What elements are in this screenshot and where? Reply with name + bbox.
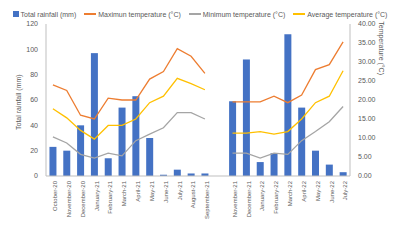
svg-text:March-22: March-22 bbox=[287, 180, 293, 206]
svg-text:Temperature (°C): Temperature (°C) bbox=[377, 21, 385, 75]
svg-text:February-21: February-21 bbox=[107, 180, 113, 213]
svg-text:October-20: October-20 bbox=[52, 180, 58, 211]
svg-text:June-21: June-21 bbox=[163, 180, 169, 202]
svg-text:May-21: May-21 bbox=[149, 180, 155, 201]
svg-text:February-22: February-22 bbox=[273, 180, 279, 213]
svg-text:November-20: November-20 bbox=[66, 180, 72, 217]
html-text:Maximun temperature (°C): Maximun temperature (°C) bbox=[98, 10, 181, 18]
svg-text:September-21: September-21 bbox=[204, 180, 210, 219]
svg-text:0: 0 bbox=[34, 172, 38, 179]
html-text:Average temperature (°C): Average temperature (°C) bbox=[307, 10, 388, 18]
svg-text:March-21: March-21 bbox=[121, 180, 127, 206]
svg-text:July-21: July-21 bbox=[177, 180, 183, 200]
svg-text:April-21: April-21 bbox=[135, 180, 141, 201]
html-text:Total rainfall (mm): Total rainfall (mm) bbox=[20, 10, 77, 18]
svg-text:Total rainfall (mm): Total rainfall (mm) bbox=[15, 74, 23, 130]
svg-text:January-21: January-21 bbox=[94, 180, 100, 211]
svg-text:0.00: 0.00 bbox=[358, 172, 372, 179]
svg-text:20.00: 20.00 bbox=[358, 96, 376, 103]
svg-text:May-22: May-22 bbox=[315, 180, 321, 201]
svg-text:January-22: January-22 bbox=[259, 180, 265, 211]
svg-text:10.00: 10.00 bbox=[358, 134, 376, 141]
svg-text:August-21: August-21 bbox=[190, 180, 196, 208]
svg-text:15.00: 15.00 bbox=[358, 115, 376, 122]
svg-text:April-22: April-22 bbox=[301, 180, 307, 201]
svg-text:5.00: 5.00 bbox=[358, 153, 372, 160]
svg-text:40: 40 bbox=[30, 122, 38, 129]
svg-text:June-22: June-22 bbox=[329, 180, 335, 202]
svg-text:100: 100 bbox=[26, 46, 38, 53]
svg-text:120: 120 bbox=[26, 20, 38, 27]
svg-text:35.00: 35.00 bbox=[358, 39, 376, 46]
svg-text:December-20: December-20 bbox=[80, 180, 86, 217]
svg-text:20: 20 bbox=[30, 147, 38, 154]
svg-text:November-21: November-21 bbox=[232, 180, 238, 217]
svg-text:80: 80 bbox=[30, 71, 38, 78]
svg-text:40.00: 40.00 bbox=[358, 20, 376, 27]
html-text:Minimum temperature (°C): Minimum temperature (°C) bbox=[202, 10, 286, 18]
svg-text:25.00: 25.00 bbox=[358, 77, 376, 84]
svg-text:60: 60 bbox=[30, 96, 38, 103]
svg-text:December-21: December-21 bbox=[246, 180, 252, 217]
svg-text:30.00: 30.00 bbox=[358, 58, 376, 65]
svg-text:July-22: July-22 bbox=[342, 180, 348, 200]
